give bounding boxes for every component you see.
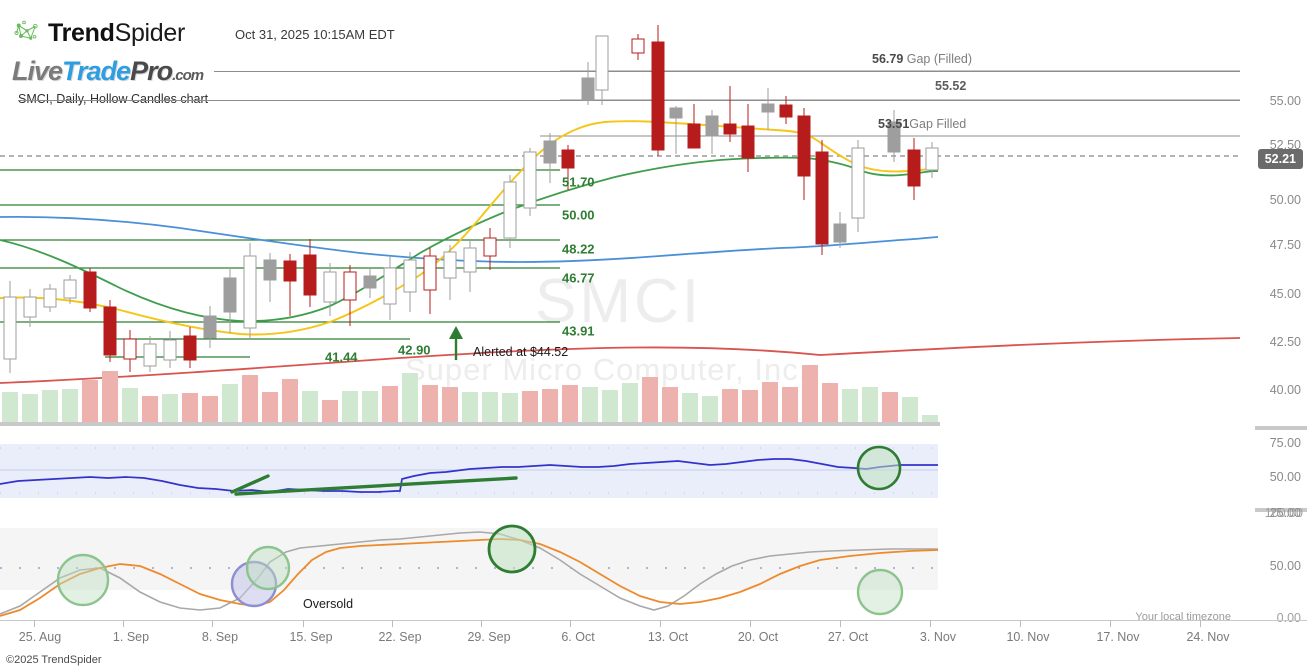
gap-suffix: Gap Filled <box>909 117 967 131</box>
rsi-axis-tick: 25.00 <box>1269 506 1301 520</box>
stoch-signal-markers <box>56 524 904 616</box>
timezone-note: Your local timezone <box>1135 611 1231 623</box>
axis-tick: 45.00 <box>1269 287 1301 301</box>
partner-live: Live <box>12 56 63 86</box>
time-axis-label: 20. Oct <box>737 630 779 644</box>
stoch-axis-tick: 0.00 <box>1276 611 1301 625</box>
time-axis-label: 24. Nov <box>1186 630 1230 644</box>
gap-label: 55.52 <box>935 79 966 93</box>
rsi-band <box>0 444 938 498</box>
volume-baseline <box>0 422 940 426</box>
axis-tick: 40.00 <box>1269 383 1301 397</box>
time-axis-line <box>0 620 1307 621</box>
time-axis-label: 3. Nov <box>919 630 957 644</box>
stoch-band <box>0 528 938 590</box>
gap-value: 56.79 <box>872 52 904 66</box>
price-level-label: 46.77 <box>562 270 595 286</box>
brand-bold: Trend <box>48 18 115 47</box>
gap-label: 53.51Gap Filled <box>878 117 966 131</box>
stoch-d-line <box>0 531 938 615</box>
gap-value: 55.52 <box>935 79 967 93</box>
partner-pro: Pro <box>130 56 173 86</box>
time-axis-label: 22. Sep <box>378 630 422 644</box>
stochastic-panel[interactable] <box>0 518 1240 617</box>
brand-wordmark: TrendSpider <box>48 19 185 48</box>
price-level-label: 42.90 <box>398 342 431 358</box>
panel-divider-rsi <box>1255 508 1307 512</box>
stoch-marker-green[interactable] <box>56 553 110 607</box>
volume-bars <box>2 365 938 422</box>
rsi-signal-marker[interactable] <box>856 445 902 491</box>
price-level-label: 41.44 <box>325 349 358 365</box>
price-panel[interactable] <box>0 0 1241 432</box>
partner-logo: LiveTradePro.com <box>12 56 204 86</box>
axis-tick: 42.50 <box>1269 335 1301 349</box>
ma-blue-line <box>0 215 939 263</box>
chart-caption: SMCI, Daily, Hollow Candles chart <box>18 92 209 106</box>
stoch-axis-tick: 50.00 <box>1269 559 1301 573</box>
brand-light: Spider <box>114 18 186 47</box>
partner-trade: Trade <box>62 56 131 86</box>
time-axis-label: 15. Sep <box>289 630 333 644</box>
axis-tick: 47.50 <box>1269 238 1301 252</box>
rsi-panel[interactable] <box>0 436 1240 512</box>
stoch-axis-tick: 100.00 <box>1264 506 1303 520</box>
time-axis-label: 25. Aug <box>18 630 62 644</box>
rsi-line <box>0 458 938 493</box>
stoch-marker-green[interactable] <box>245 545 291 591</box>
price-level-label: 48.22 <box>562 241 595 257</box>
copyright-notice: ©2025 TrendSpider <box>6 654 102 666</box>
partner-tld: .com <box>172 67 204 84</box>
brand-logo: TrendSpider <box>12 18 185 48</box>
time-axis-label: 13. Oct <box>647 630 689 644</box>
spider-web-icon <box>14 20 38 40</box>
chart-timestamp: Oct 31, 2025 10:15AM EDT <box>235 27 395 42</box>
axis-divider-price <box>1255 426 1307 430</box>
oversold-label: Oversold <box>303 597 354 611</box>
price-level-label: 50.00 <box>562 207 595 223</box>
axis-tick: 52.50 <box>1269 138 1301 152</box>
time-axis-label: 10. Nov <box>1006 630 1050 644</box>
stoch-marker-green[interactable] <box>856 568 904 616</box>
rsi-axis-tick: 50.00 <box>1269 470 1301 484</box>
price-axis[interactable]: 55.00 52.50 50.00 47.50 45.00 42.50 40.0… <box>1235 0 1307 672</box>
candlestick-series <box>3 25 939 373</box>
time-axis-label: 29. Sep <box>467 630 511 644</box>
price-level-label: 43.91 <box>562 323 595 339</box>
axis-tick: 55.00 <box>1269 94 1301 108</box>
price-level-label: 51.70 <box>562 174 595 190</box>
time-axis-label: 17. Nov <box>1096 630 1140 644</box>
time-axis-label: 6. Oct <box>561 630 595 644</box>
stoch-k-line <box>0 538 939 617</box>
alert-annotation: Alerted at $44.52 <box>473 345 569 359</box>
rsi-axis-tick: 75.00 <box>1269 436 1301 450</box>
current-price-badge[interactable]: 52.21 <box>1257 149 1303 169</box>
stoch-marker-confirmed[interactable] <box>487 524 537 574</box>
time-axis-label: 1. Sep <box>112 630 150 644</box>
gap-label: 56.79 Gap (Filled) <box>872 52 972 66</box>
time-axis-label: 27. Oct <box>827 630 869 644</box>
time-axis[interactable]: 25. Aug 1. Sep 8. Sep 15. Sep 22. Sep 29… <box>0 620 1307 650</box>
time-axis-label: 8. Sep <box>201 630 239 644</box>
axis-tick: 50.00 <box>1269 193 1301 207</box>
gap-value: 53.51 <box>878 117 910 131</box>
ma-red-trendline <box>0 337 1241 384</box>
gap-suffix: Gap (Filled) <box>903 52 973 66</box>
rsi-trend-lines <box>230 474 518 496</box>
alert-arrow-icon <box>449 326 463 360</box>
